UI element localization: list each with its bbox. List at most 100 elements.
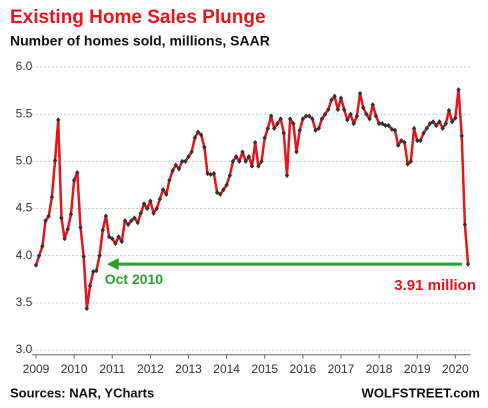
data-point [43, 218, 48, 224]
data-point [392, 127, 398, 133]
data-point [189, 149, 194, 155]
data-point [227, 172, 232, 179]
data-point [221, 187, 226, 193]
data-point [103, 213, 109, 219]
data-point [129, 218, 134, 224]
data-point [173, 162, 179, 168]
annotation-label: 3.91 million [394, 277, 476, 294]
data-point [116, 234, 121, 240]
data-point [176, 166, 182, 172]
data-point [87, 283, 93, 289]
data-point [259, 158, 264, 164]
data-point [307, 113, 312, 119]
data-point [329, 97, 334, 103]
data-point [40, 243, 45, 249]
data-point [272, 125, 277, 131]
data-point [230, 158, 236, 164]
data-point [421, 130, 426, 136]
data-point [351, 121, 356, 127]
data-point [113, 240, 118, 247]
x-tick-label: 2019 [404, 362, 431, 376]
data-point [446, 107, 452, 114]
data-point [462, 221, 468, 228]
x-tick-label: 2012 [137, 362, 164, 376]
data-point [354, 113, 360, 119]
data-point [138, 210, 144, 216]
data-point [370, 102, 375, 108]
x-tick-label: 2013 [175, 362, 202, 376]
arrow-head [106, 258, 119, 271]
data-point [192, 135, 198, 141]
data-point [456, 87, 461, 93]
data-point [106, 234, 112, 240]
data-point [341, 106, 347, 113]
data-point [402, 139, 407, 146]
data-point [164, 191, 169, 197]
y-tick-label: 5.5 [16, 106, 33, 120]
data-point [59, 215, 64, 221]
y-tick-label: 3.0 [16, 342, 33, 356]
data-point [361, 104, 366, 111]
data-point [459, 133, 464, 139]
data-point [449, 119, 455, 125]
data-point [170, 168, 175, 174]
data-point [418, 137, 423, 144]
data-point [399, 137, 404, 144]
x-tick-label: 2015 [251, 362, 278, 376]
data-point [33, 262, 39, 268]
data-point [218, 191, 223, 197]
data-point [332, 93, 337, 99]
data-point [430, 119, 436, 125]
data-point [110, 236, 115, 242]
data-point [389, 126, 395, 132]
data-point [408, 158, 414, 164]
data-point [157, 196, 163, 202]
data-point [233, 154, 239, 160]
data-point [49, 194, 55, 200]
data-point [386, 122, 391, 129]
data-point [224, 182, 229, 188]
data-point [265, 125, 271, 131]
data-point [287, 116, 293, 122]
y-tick-label: 6.0 [16, 59, 33, 73]
data-point [383, 122, 388, 129]
y-tick-label: 3.5 [16, 295, 33, 309]
data-point [148, 198, 153, 204]
x-tick-label: 2009 [23, 362, 50, 376]
data-point [214, 189, 220, 196]
x-tick-label: 2010 [61, 362, 88, 376]
data-point [345, 117, 350, 123]
data-point [300, 116, 306, 122]
data-point [141, 201, 147, 207]
data-point [125, 221, 131, 228]
data-point [367, 116, 372, 122]
data-point [249, 163, 255, 169]
data-point [132, 215, 137, 221]
data-point [81, 254, 86, 260]
data-point [56, 117, 61, 123]
data-point [151, 210, 156, 216]
data-point [281, 130, 287, 136]
x-tick-label: 2014 [213, 362, 240, 376]
data-point [122, 218, 128, 224]
data-point [211, 171, 217, 177]
data-point [262, 135, 267, 141]
data-point [427, 121, 433, 127]
data-point [97, 253, 102, 259]
data-point [256, 163, 261, 169]
data-point [415, 137, 420, 144]
data-point [443, 121, 449, 127]
x-tick-label: 2011 [99, 362, 125, 376]
chart-subtitle: Number of homes sold, millions, SAAR [10, 33, 270, 49]
x-tick-label: 2018 [366, 362, 393, 376]
data-point [373, 113, 379, 119]
data-point [284, 172, 290, 179]
y-tick-label: 4.5 [16, 201, 33, 215]
data-point [395, 142, 401, 148]
data-point [135, 220, 140, 226]
data-point [78, 224, 83, 230]
data-point [65, 226, 70, 232]
data-point [335, 106, 341, 113]
data-point [313, 127, 318, 133]
